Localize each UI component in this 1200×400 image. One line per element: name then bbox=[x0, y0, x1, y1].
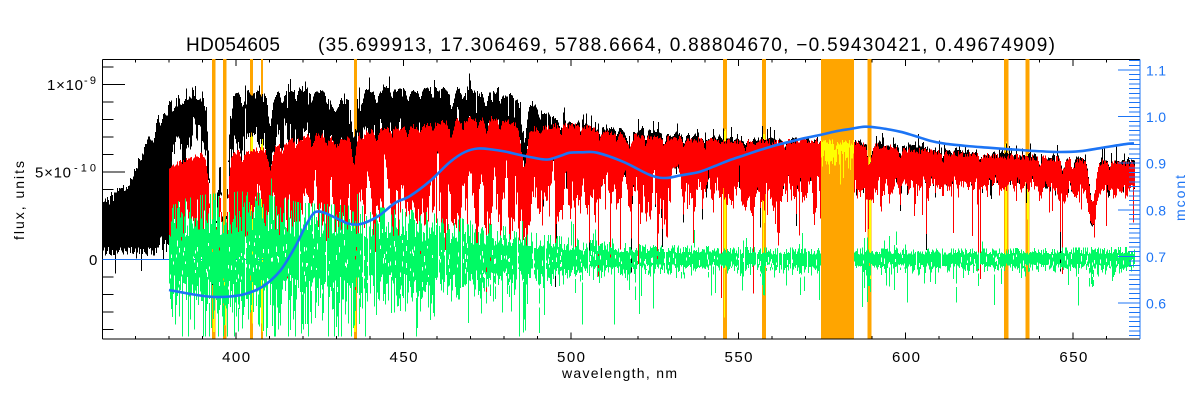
svg-text:500: 500 bbox=[557, 349, 585, 366]
svg-text:0.6: 0.6 bbox=[1146, 296, 1166, 312]
svg-text:400: 400 bbox=[222, 349, 250, 366]
svg-text:(35.699913, 17.306469, 5788.66: (35.699913, 17.306469, 5788.6664, 0.8880… bbox=[318, 35, 1055, 56]
svg-text:0.9: 0.9 bbox=[1146, 156, 1166, 172]
svg-text:0.7: 0.7 bbox=[1146, 249, 1166, 265]
svg-text:1.1: 1.1 bbox=[1146, 63, 1166, 79]
svg-text:0.8: 0.8 bbox=[1146, 202, 1166, 218]
svg-text:450: 450 bbox=[390, 349, 418, 366]
svg-text:wavelength, nm: wavelength, nm bbox=[561, 365, 677, 381]
svg-text:-9: -9 bbox=[84, 75, 96, 87]
svg-text:1×10: 1×10 bbox=[47, 77, 83, 94]
svg-text:600: 600 bbox=[892, 349, 920, 366]
svg-text:0: 0 bbox=[89, 252, 97, 269]
svg-text:1.0: 1.0 bbox=[1146, 109, 1166, 125]
svg-text:HD054605: HD054605 bbox=[186, 35, 280, 56]
svg-text:-10: -10 bbox=[74, 163, 96, 175]
svg-text:550: 550 bbox=[725, 349, 753, 366]
svg-text:5×10: 5×10 bbox=[35, 165, 71, 182]
svg-text:mcont: mcont bbox=[1172, 175, 1188, 221]
svg-text:650: 650 bbox=[1059, 349, 1087, 366]
